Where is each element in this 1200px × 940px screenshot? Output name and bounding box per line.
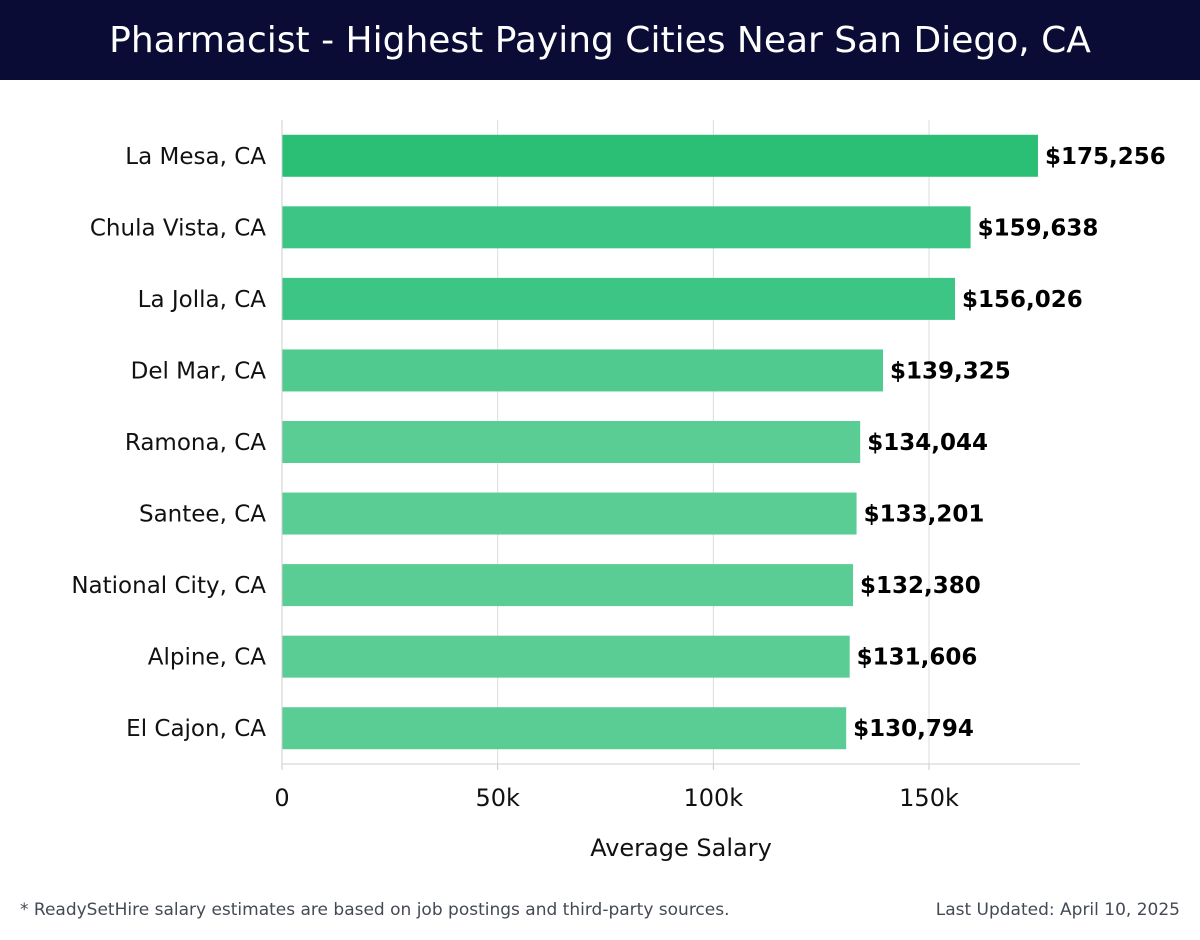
- data-label: $131,606: [857, 645, 978, 671]
- bar: [282, 635, 850, 678]
- category-label: Alpine, CA: [148, 645, 267, 671]
- x-axis-label: Average Salary: [590, 834, 772, 862]
- data-label: $139,325: [890, 358, 1011, 384]
- category-label: National City, CA: [71, 573, 266, 599]
- x-tick-label: 100k: [683, 784, 743, 812]
- data-label: $134,044: [867, 430, 988, 456]
- bar: [282, 421, 861, 463]
- category-label: Del Mar, CA: [131, 358, 267, 384]
- bar: [282, 707, 847, 750]
- bar: [282, 492, 857, 535]
- category-label: La Jolla, CA: [138, 287, 267, 313]
- x-tick-label: 150k: [899, 784, 959, 812]
- bar: [282, 206, 971, 249]
- bars: [282, 134, 1038, 750]
- data-label: $156,026: [962, 287, 1083, 313]
- data-label: $159,638: [978, 215, 1099, 241]
- bar-chart: 0 50k 100k 150k La Mesa, CA $175,256 Chula Vis…: [71, 120, 1166, 862]
- data-label: $175,256: [1045, 144, 1166, 170]
- x-tick-label: 50k: [475, 784, 520, 812]
- bar: [282, 277, 956, 320]
- data-label: $133,201: [864, 502, 985, 528]
- axes: 0 50k 100k 150k La Mesa, CA $175,256 Chula Vis…: [71, 120, 1166, 812]
- category-label: El Cajon, CA: [126, 716, 266, 742]
- bar: [282, 349, 883, 392]
- footer-note: * ReadySetHire salary estimates are base…: [20, 900, 730, 920]
- bar: [282, 564, 854, 607]
- data-label: $130,794: [853, 716, 974, 742]
- bar: [282, 134, 1038, 177]
- category-label: La Mesa, CA: [125, 144, 266, 170]
- chart-header: Pharmacist - Highest Paying Cities Near …: [0, 0, 1200, 80]
- data-label: $132,380: [860, 573, 981, 599]
- category-label: Chula Vista, CA: [90, 215, 266, 241]
- chart-area: 0 50k 100k 150k La Mesa, CA $175,256 Chula Vis…: [0, 80, 1200, 880]
- category-label: Santee, CA: [139, 502, 266, 528]
- chart-title: Pharmacist - Highest Paying Cities Near …: [109, 19, 1091, 61]
- footer-last-updated: Last Updated: April 10, 2025: [935, 900, 1180, 920]
- x-tick-label: 0: [274, 784, 289, 812]
- category-label: Ramona, CA: [125, 430, 266, 456]
